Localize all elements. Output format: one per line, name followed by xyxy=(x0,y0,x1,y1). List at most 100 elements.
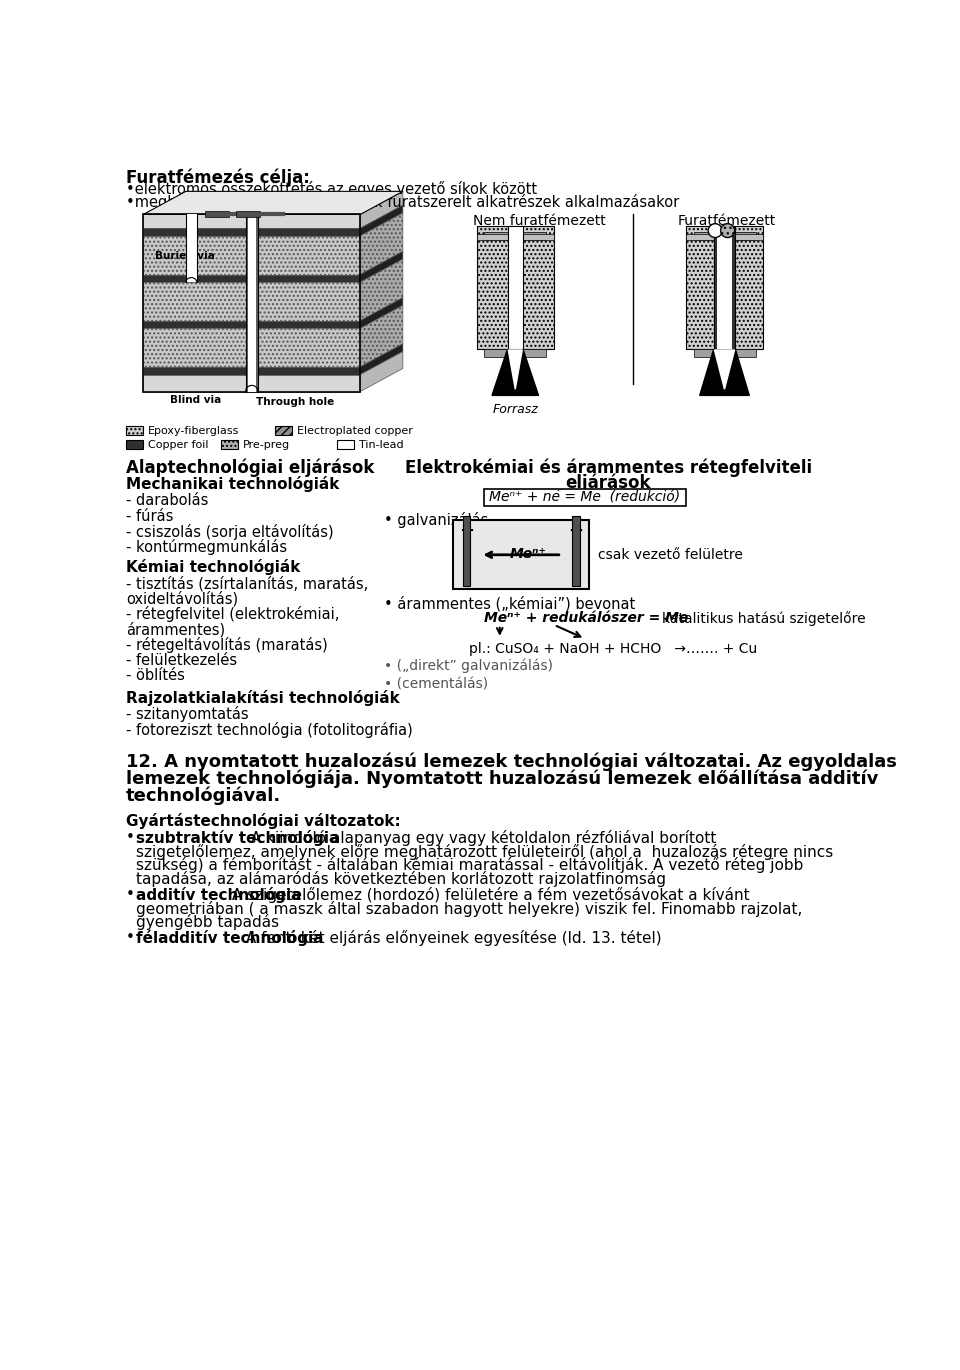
Bar xyxy=(484,232,546,240)
Text: Blind via: Blind via xyxy=(170,396,222,406)
Bar xyxy=(143,374,360,392)
Polygon shape xyxy=(360,206,403,236)
Circle shape xyxy=(708,223,722,237)
Text: - rétegfelvitel (elektrokémiai,: - rétegfelvitel (elektrokémiai, xyxy=(126,607,340,622)
Bar xyxy=(143,274,360,282)
Bar xyxy=(476,226,554,349)
Polygon shape xyxy=(143,192,403,215)
Text: - fotoreziszt technológia (fotolitográfia): - fotoreziszt technológia (fotolitográfi… xyxy=(126,722,413,738)
Polygon shape xyxy=(360,344,403,374)
Bar xyxy=(246,215,258,392)
Polygon shape xyxy=(360,297,403,329)
Text: tapadása, az alámaródás következtében korlátozott rajzolatfinomság: tapadása, az alámaródás következtében ko… xyxy=(135,871,665,888)
Text: - darabolás: - darabolás xyxy=(126,493,208,508)
Text: • árammentes („kémiai”) bevonat: • árammentes („kémiai”) bevonat xyxy=(383,596,635,611)
Text: féladditív technológia: féladditív technológia xyxy=(135,930,323,945)
Circle shape xyxy=(721,223,734,237)
Text: Tin-lead: Tin-lead xyxy=(359,440,403,449)
Text: katalitikus hatású szigetelőre: katalitikus hatású szigetelőre xyxy=(662,611,866,626)
Text: • galvanizálás: • galvanizálás xyxy=(383,512,488,529)
Text: geometriában ( a maszk által szabadon hagyott helyekre) viszik fel. Finomabb raj: geometriában ( a maszk által szabadon ha… xyxy=(135,900,802,917)
Bar xyxy=(143,229,360,236)
Polygon shape xyxy=(360,192,403,229)
Text: •megbízhatóbb forrasztott kötések furatszerelt alkatrészek alkalmazásakor: •megbízhatóbb forrasztott kötések furats… xyxy=(126,193,680,210)
Text: - kontúrmegmunkálás: - kontúrmegmunkálás xyxy=(126,540,287,555)
Bar xyxy=(484,349,546,358)
Text: Forrasz: Forrasz xyxy=(492,403,539,416)
Text: Buried via: Buried via xyxy=(155,251,215,260)
Bar xyxy=(713,226,735,349)
Text: +: + xyxy=(568,522,584,540)
Text: •: • xyxy=(126,930,135,945)
Polygon shape xyxy=(360,212,403,274)
Text: • (cementálás): • (cementálás) xyxy=(383,677,488,692)
Text: Mechanikai technológiák: Mechanikai technológiák xyxy=(126,477,340,492)
Bar xyxy=(693,232,756,240)
Bar xyxy=(572,516,580,585)
Text: lemezek technológiája. Nyomtatott huzalozású lemezek előállítása additív: lemezek technológiája. Nyomtatott huzalo… xyxy=(126,770,878,788)
Text: - szitanyomtatás: - szitanyomtatás xyxy=(126,707,249,722)
Bar xyxy=(255,215,258,392)
Text: Nem furatfémezett: Nem furatfémezett xyxy=(472,215,606,229)
Text: Elektrokémiai és árammentes rétegfelviteli: Elektrokémiai és árammentes rétegfelvite… xyxy=(405,459,812,477)
Polygon shape xyxy=(360,306,403,367)
Text: Epoxy-fiberglass: Epoxy-fiberglass xyxy=(148,426,239,436)
Text: - öblítés: - öblítés xyxy=(126,669,185,684)
Text: eljárások: eljárások xyxy=(565,474,651,492)
Text: oxideltávolítás): oxideltávolítás) xyxy=(126,590,238,607)
Polygon shape xyxy=(714,349,734,389)
Text: •: • xyxy=(126,830,135,845)
Bar xyxy=(463,516,470,585)
Text: Meⁿ⁺ + redukálószer = Me: Meⁿ⁺ + redukálószer = Me xyxy=(484,611,688,625)
Text: −: − xyxy=(459,522,474,540)
Text: A szigetelőlemez (hordozó) felületére a fém vezetősávokat a kívánt: A szigetelőlemez (hordozó) felületére a … xyxy=(227,886,750,903)
Text: szükség) a fémborítást - általában kémiai maratással - eltávolítják. A vezető ré: szükség) a fémborítást - általában kémia… xyxy=(135,858,803,874)
Bar xyxy=(126,440,143,449)
Bar xyxy=(143,236,360,274)
Text: csak vezető felületre: csak vezető felületre xyxy=(598,548,743,562)
Bar xyxy=(275,426,292,436)
Bar xyxy=(143,282,360,321)
Text: Meⁿ⁺ + nė = Me  (redukció): Meⁿ⁺ + nė = Me (redukció) xyxy=(490,490,681,504)
Polygon shape xyxy=(508,349,522,389)
Text: Furatfémezés célja:: Furatfémezés célja: xyxy=(126,169,310,186)
Text: Alaptechnológiai eljárások: Alaptechnológiai eljárások xyxy=(126,459,374,477)
Bar xyxy=(508,226,523,349)
Polygon shape xyxy=(700,349,750,396)
Bar xyxy=(143,329,360,367)
Text: - felületkezelés: - felületkezelés xyxy=(126,652,237,667)
Text: Pre-preg: Pre-preg xyxy=(243,440,290,449)
Bar xyxy=(476,234,554,240)
Text: Through hole: Through hole xyxy=(255,397,334,407)
Text: additív technológia: additív technológia xyxy=(135,886,300,903)
Bar xyxy=(685,234,763,240)
Text: Gyártástechnológiai változatok:: Gyártástechnológiai változatok: xyxy=(126,812,401,829)
Text: pl.: CuSO₄ + NaOH + HCHO   →……. + Cu: pl.: CuSO₄ + NaOH + HCHO →……. + Cu xyxy=(468,641,757,656)
Text: - tisztítás (zsírtalanítás, maratás,: - tisztítás (zsírtalanítás, maratás, xyxy=(126,575,369,590)
Polygon shape xyxy=(360,252,403,282)
Polygon shape xyxy=(360,352,403,392)
Bar xyxy=(126,426,143,436)
Text: Electroplated copper: Electroplated copper xyxy=(297,426,413,436)
Text: árammentes): árammentes) xyxy=(126,622,226,637)
Bar xyxy=(143,367,360,374)
Text: - fúrás: - fúrás xyxy=(126,508,174,523)
Text: szigetelőlemez, amelynek előre meghatározott felületeiről (ahol a  huzalozás rét: szigetelőlemez, amelynek előre meghatáro… xyxy=(135,844,832,859)
Bar xyxy=(186,215,197,282)
Bar xyxy=(453,521,588,589)
Text: • („direkt” galvanizálás): • („direkt” galvanizálás) xyxy=(383,659,553,673)
Text: •: • xyxy=(126,886,135,901)
Text: Copper foil: Copper foil xyxy=(148,440,208,449)
Text: gyengébb tapadás: gyengébb tapadás xyxy=(135,914,278,930)
Text: 12. A nyomtatott huzalozású lemezek technológiai változatai. Az egyoldalas: 12. A nyomtatott huzalozású lemezek tech… xyxy=(126,752,897,771)
Bar xyxy=(685,226,763,349)
Text: technológiával.: technológiával. xyxy=(126,786,281,806)
Bar xyxy=(143,215,360,229)
Text: - csiszolás (sorja eltávolítás): - csiszolás (sorja eltávolítás) xyxy=(126,523,334,540)
Text: •elektromos összeköttetés az egyes vezető síkok között: •elektromos összeköttetés az egyes vezet… xyxy=(126,181,538,197)
Text: Rajzolatkialakítási technológiák: Rajzolatkialakítási technológiák xyxy=(126,689,400,706)
Text: A fenti két eljárás előnyeinek egyesítése (ld. 13. tétel): A fenti két eljárás előnyeinek egyesítés… xyxy=(241,930,661,945)
Text: Kémiai technológiák: Kémiai technológiák xyxy=(126,559,300,574)
Bar xyxy=(143,321,360,329)
Bar xyxy=(484,489,685,507)
